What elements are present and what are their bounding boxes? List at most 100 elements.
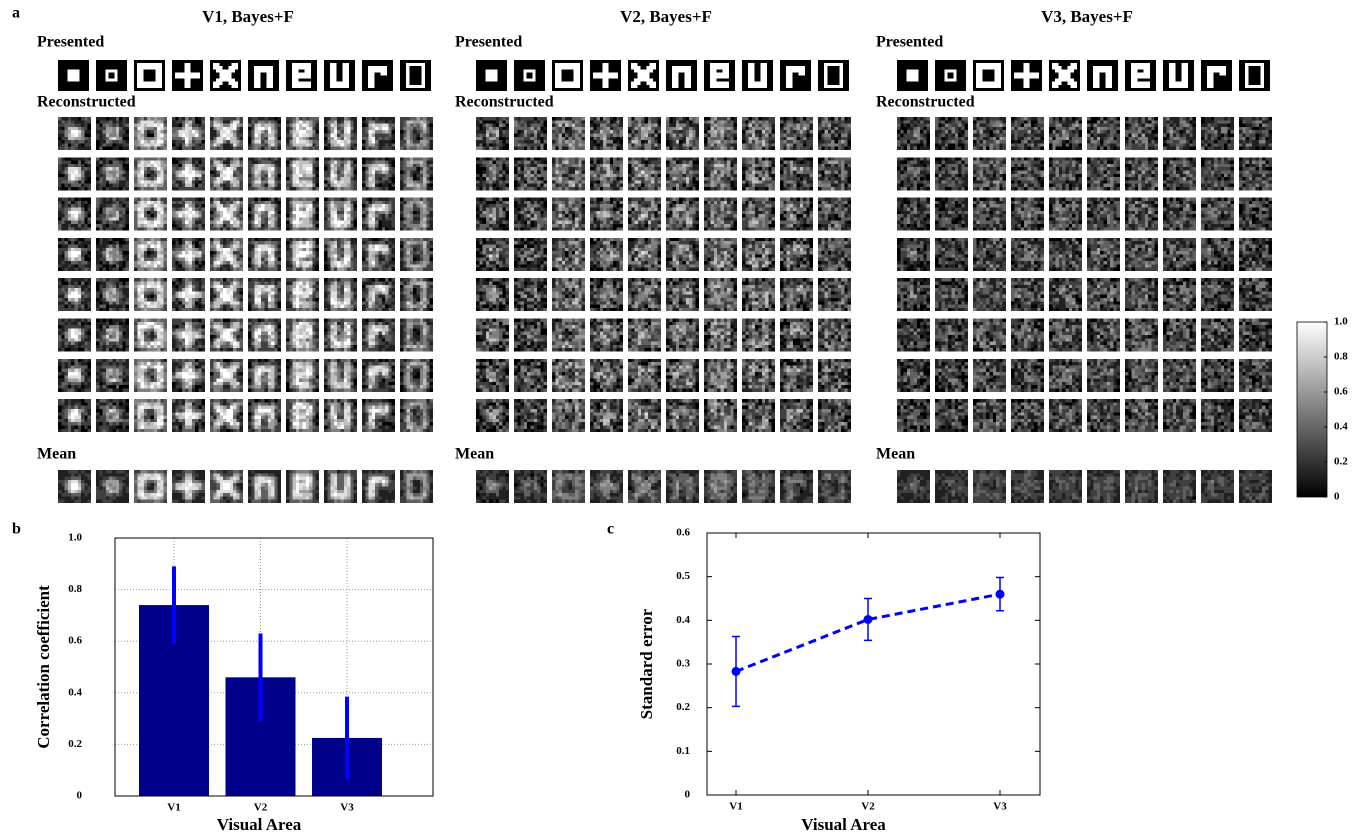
x-tick-label: V2	[861, 801, 875, 813]
y-tick-label: 0.6	[68, 635, 82, 647]
image-pixels	[1186, 204, 1189, 207]
image-pixels	[986, 362, 989, 365]
image-pixels	[210, 171, 213, 174]
grid-title: V2, Bayes+F	[620, 7, 712, 26]
image-pixels	[109, 167, 112, 170]
y-axis-label: Correlation coefficient	[34, 585, 53, 749]
image-pixels	[1097, 127, 1100, 140]
marker	[732, 667, 741, 676]
grid-title: V1, Bayes+F	[202, 7, 294, 26]
image-pixels	[375, 328, 378, 331]
y-axis-label: Standard error	[637, 608, 656, 719]
row-label: Reconstructed	[876, 94, 975, 111]
image-pixels	[910, 251, 917, 254]
image-pixels	[113, 379, 116, 382]
panel-label: c	[607, 521, 614, 538]
image-pixels	[113, 137, 116, 140]
colorbar-tick-label: 0.2	[1334, 456, 1348, 468]
image-pixels	[907, 372, 910, 375]
image-pixels	[248, 60, 279, 91]
image-pixels	[1201, 60, 1232, 91]
image-pixels	[1059, 406, 1062, 409]
x-axis-label: Visual Area	[801, 815, 886, 834]
image-pixels	[645, 412, 648, 415]
image-pixels	[407, 301, 410, 304]
y-tick-label: 0.6	[676, 527, 690, 539]
image-pixels	[1145, 369, 1148, 372]
image-pixels	[641, 214, 644, 217]
image-pixels	[990, 264, 993, 267]
image-pixels	[1173, 258, 1176, 261]
image-pixels	[1193, 496, 1196, 499]
image-pixels	[1087, 60, 1118, 91]
image-pixels	[96, 60, 127, 91]
image-pixels	[334, 493, 337, 496]
row-label: Mean	[876, 446, 915, 463]
marker	[864, 615, 873, 624]
colorbar-tick-label: 1.0	[1334, 316, 1348, 328]
colorbar	[1297, 322, 1327, 497]
image-pixels	[106, 254, 109, 257]
y-tick-label: 0.1	[676, 745, 690, 757]
image-pixels	[316, 298, 319, 301]
image-pixels	[489, 379, 492, 382]
image-pixels	[292, 63, 311, 88]
image-pixels	[1211, 127, 1214, 130]
grid-title: V3, Bayes+F	[1041, 7, 1133, 26]
colorbar-tick-label: 0	[1334, 491, 1340, 503]
y-tick-label: 0	[77, 790, 83, 802]
image-pixels	[223, 483, 230, 490]
image-pixels	[1031, 251, 1034, 254]
image-pixels	[362, 60, 393, 91]
colorbar-tick-label: 0.4	[1334, 421, 1348, 433]
image-pixels	[151, 416, 154, 419]
row-label: Reconstructed	[455, 94, 554, 111]
image-pixels	[1131, 63, 1150, 88]
panel-label: b	[12, 521, 21, 538]
image-pixels	[65, 483, 68, 490]
image-pixels	[286, 338, 289, 341]
y-tick-label: 0.3	[676, 658, 690, 670]
image-pixels	[1170, 332, 1173, 335]
y-tick-label: 0.2	[68, 738, 82, 750]
row-label: Mean	[37, 446, 76, 463]
image-pixels	[493, 288, 496, 291]
image-pixels	[151, 295, 154, 298]
image-pixels	[780, 60, 811, 91]
y-tick-label: 0	[685, 789, 691, 801]
image-pixels	[1135, 487, 1138, 490]
row-label: Mean	[455, 446, 494, 463]
image-pixels	[1028, 130, 1031, 133]
image-pixels	[910, 483, 913, 486]
image-pixels	[316, 130, 319, 133]
image-pixels	[71, 483, 78, 490]
image-pixels	[258, 369, 261, 376]
x-tick-label: V3	[340, 802, 354, 814]
image-pixels	[1183, 365, 1186, 368]
image-pixels	[935, 60, 966, 91]
image-pixels	[790, 161, 793, 171]
image-pixels	[641, 171, 644, 174]
image-pixels	[976, 278, 979, 281]
image-pixels	[1028, 214, 1031, 217]
axes-frame	[707, 533, 1040, 795]
x-tick-label: V2	[254, 802, 268, 814]
image-pixels	[268, 480, 271, 483]
figure: a V1, Bayes+FPresentedReconstructedMeanV…	[0, 0, 1363, 836]
y-tick-label: 0.4	[68, 686, 82, 698]
x-tick-label: V3	[993, 801, 1007, 813]
image-pixels	[710, 63, 729, 88]
image-pixels	[489, 254, 492, 257]
marker	[996, 590, 1005, 599]
image-pixels	[1145, 295, 1148, 298]
image-pixels	[147, 174, 150, 177]
image-pixels	[628, 487, 631, 490]
row-label: Reconstructed	[37, 94, 136, 111]
image-pixels	[1211, 480, 1214, 483]
image-pixels	[147, 134, 154, 137]
image-pixels	[1097, 248, 1100, 255]
image-pixels	[423, 124, 426, 127]
image-pixels	[65, 251, 68, 258]
image-pixels	[385, 211, 388, 214]
image-pixels	[78, 177, 81, 180]
